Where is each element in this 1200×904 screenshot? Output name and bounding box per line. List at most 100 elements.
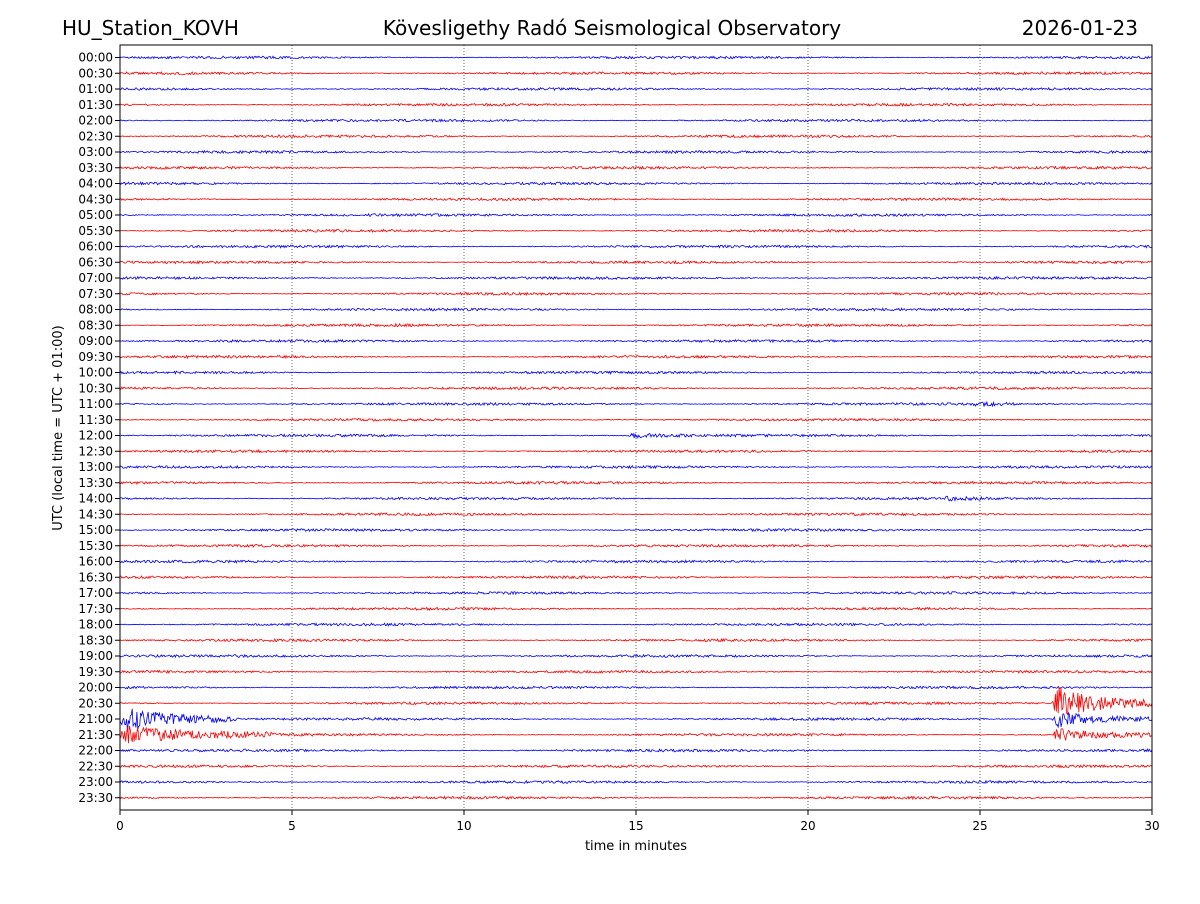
y-tick-label: 06:00 xyxy=(78,240,113,254)
trace-0730 xyxy=(119,291,1153,296)
y-tick-label: 10:30 xyxy=(78,381,113,395)
trace-0430 xyxy=(119,197,1153,202)
trace-1730 xyxy=(119,606,1153,612)
trace-0600 xyxy=(119,244,1153,249)
y-tick-label: 21:00 xyxy=(78,712,113,726)
trace-1200 xyxy=(119,432,1153,439)
y-tick-label: 20:00 xyxy=(78,681,113,695)
y-tick-label: 21:30 xyxy=(78,728,113,742)
y-tick-label: 00:00 xyxy=(78,51,113,65)
x-tick-label: 20 xyxy=(800,819,815,833)
trace-0300 xyxy=(119,149,1153,155)
y-tick-label: 04:00 xyxy=(78,177,113,191)
trace-0030 xyxy=(119,70,1153,76)
y-tick-label: 23:30 xyxy=(78,791,113,805)
seismic-traces xyxy=(119,55,1153,801)
trace-0700 xyxy=(119,275,1153,281)
station-name: HU_Station_KOVH xyxy=(62,16,239,40)
trace-2000 xyxy=(119,685,1153,690)
y-tick-label: 03:00 xyxy=(78,145,113,159)
y-tick-label: 23:00 xyxy=(78,775,113,789)
trace-1900 xyxy=(119,653,1153,659)
y-tick-label: 18:30 xyxy=(78,633,113,647)
y-tick-label: 07:00 xyxy=(78,271,113,285)
y-tick-label: 07:30 xyxy=(78,287,113,301)
trace-0330 xyxy=(119,165,1153,171)
trace-2130 xyxy=(119,725,1153,744)
trace-1700 xyxy=(119,591,1153,596)
y-tick-label: 16:00 xyxy=(78,555,113,569)
y-tick-label: 20:30 xyxy=(78,696,113,710)
y-tick-label: 05:00 xyxy=(78,208,113,222)
y-tick-label: 11:00 xyxy=(78,397,113,411)
trace-2330 xyxy=(119,795,1153,801)
y-tick-label: 12:00 xyxy=(78,429,113,443)
trace-0800 xyxy=(119,307,1153,312)
trace-1630 xyxy=(119,574,1153,580)
y-tick-label: 10:00 xyxy=(78,366,113,380)
trace-1530 xyxy=(119,543,1153,548)
trace-0200 xyxy=(119,118,1153,123)
trace-0100 xyxy=(119,86,1153,92)
y-tick-label: 02:30 xyxy=(78,129,113,143)
y-tick-label: 09:00 xyxy=(78,334,113,348)
trace-0400 xyxy=(119,181,1153,186)
trace-1800 xyxy=(119,622,1153,627)
y-tick-label: 14:00 xyxy=(78,492,113,506)
trace-1100 xyxy=(119,400,1153,408)
y-tick-label: 18:00 xyxy=(78,618,113,632)
trace-1600 xyxy=(119,559,1153,564)
y-tick-label: 03:30 xyxy=(78,161,113,175)
trace-2230 xyxy=(119,764,1153,769)
y-axis-label: UTC (local time = UTC + 01:00) xyxy=(51,325,66,530)
y-tick-label: 08:00 xyxy=(78,303,113,317)
plot-frame xyxy=(119,44,1153,811)
x-tick-label: 15 xyxy=(628,819,643,833)
trace-2200 xyxy=(119,748,1153,753)
trace-2030 xyxy=(119,686,1153,716)
y-tick-label: 17:30 xyxy=(78,602,113,616)
trace-0930 xyxy=(119,354,1153,360)
x-tick-label: 25 xyxy=(972,819,987,833)
y-tick-label: 22:30 xyxy=(78,759,113,773)
trace-1500 xyxy=(119,527,1153,533)
x-tick-label: 30 xyxy=(1144,819,1159,833)
y-tick-label: 15:30 xyxy=(78,539,113,553)
trace-2100 xyxy=(119,708,1153,732)
trace-0830 xyxy=(119,322,1153,328)
trace-1830 xyxy=(119,637,1153,643)
y-tick-label: 02:00 xyxy=(78,114,113,128)
trace-0900 xyxy=(119,338,1153,344)
y-tick-label: 13:30 xyxy=(78,476,113,490)
y-tick-label: 22:00 xyxy=(78,744,113,758)
trace-0630 xyxy=(119,259,1153,265)
y-tick-label: 19:00 xyxy=(78,649,113,663)
trace-1330 xyxy=(119,480,1153,485)
trace-1030 xyxy=(119,385,1153,391)
x-tick-label: 0 xyxy=(116,819,124,833)
trace-2300 xyxy=(119,779,1153,785)
y-tick-label: 13:00 xyxy=(78,460,113,474)
y-tick-label: 08:30 xyxy=(78,318,113,332)
y-tick-label: 00:30 xyxy=(78,66,113,80)
y-tick-label: 16:30 xyxy=(78,570,113,584)
trace-0000 xyxy=(119,55,1153,60)
y-tick-label: 04:30 xyxy=(78,192,113,206)
trace-0530 xyxy=(119,228,1153,234)
x-tick-label: 10 xyxy=(456,819,471,833)
y-tick-label: 19:30 xyxy=(78,665,113,679)
x-ticks: 0 5 10 15 20 25 30 xyxy=(116,810,1160,833)
trace-1230 xyxy=(119,448,1153,454)
y-tick-label: 11:30 xyxy=(78,413,113,427)
y-tick-label: 12:30 xyxy=(78,444,113,458)
trace-1930 xyxy=(119,669,1153,674)
trace-1430 xyxy=(119,512,1153,517)
x-tick-label: 5 xyxy=(288,819,296,833)
chart-title: Kövesligethy Radó Seismological Observat… xyxy=(383,16,841,40)
trace-1130 xyxy=(119,417,1153,422)
trace-1000 xyxy=(119,370,1153,375)
y-tick-label: 06:30 xyxy=(78,255,113,269)
y-tick-label: 01:30 xyxy=(78,98,113,112)
